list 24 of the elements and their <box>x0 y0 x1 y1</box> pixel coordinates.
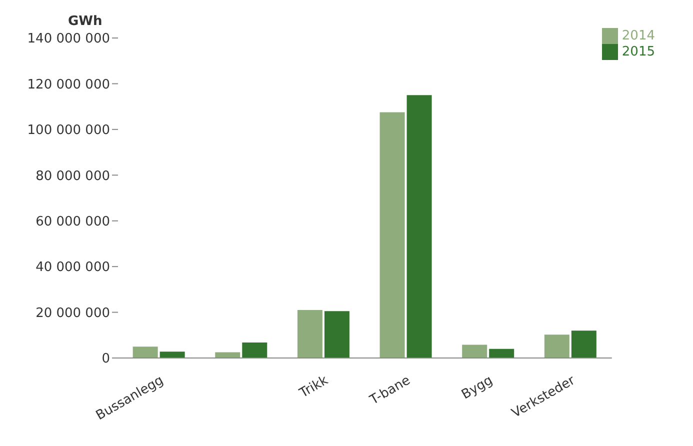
bar <box>462 344 488 358</box>
y-tick-label: 80 000 000 <box>36 168 110 184</box>
x-tick-label: Trikk <box>296 372 332 402</box>
y-tick-label: 40 000 000 <box>36 260 110 276</box>
bar <box>324 311 350 358</box>
legend-label: 2014 <box>622 28 655 44</box>
bar <box>242 342 268 358</box>
y-tick-label: 120 000 000 <box>27 77 110 92</box>
bar <box>544 334 570 358</box>
legend-label: 2015 <box>622 44 655 60</box>
bar <box>406 95 432 358</box>
bar <box>380 112 405 358</box>
y-axis-title: GWh <box>68 14 102 29</box>
bar <box>297 310 322 358</box>
bar <box>160 352 185 358</box>
y-tick-label: 100 000 000 <box>27 123 110 138</box>
bar <box>571 330 596 358</box>
bar <box>489 348 514 358</box>
bar <box>132 346 158 358</box>
x-tick-label: Bygg <box>459 373 496 403</box>
y-tick-label: 60 000 000 <box>36 214 110 230</box>
y-tick-label: 20 000 000 <box>36 306 110 321</box>
y-tick-label: 140 000 000 <box>27 32 110 47</box>
y-tick-label: 0 <box>102 352 110 367</box>
